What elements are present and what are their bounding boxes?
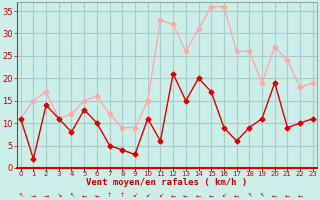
X-axis label: Vent moyen/en rafales ( km/h ): Vent moyen/en rafales ( km/h ) [86, 178, 247, 187]
